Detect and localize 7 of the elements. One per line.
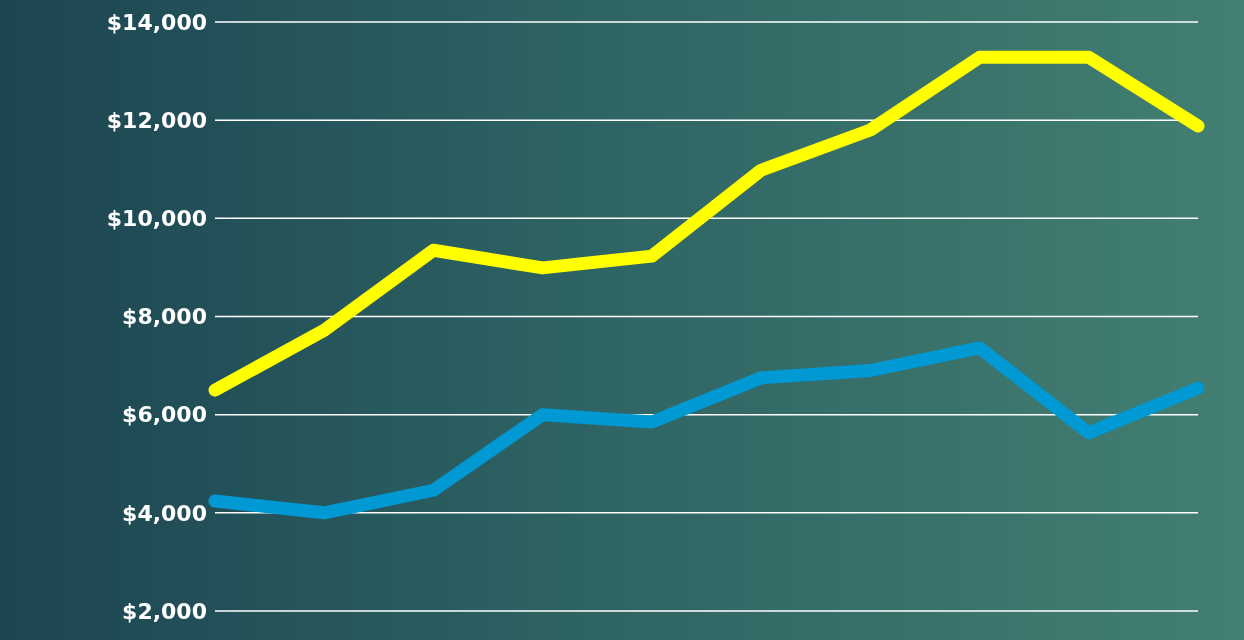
y-tick-label: $2,000 bbox=[122, 598, 207, 624]
y-tick-label: $8,000 bbox=[122, 304, 207, 330]
y-tick-label: $6,000 bbox=[122, 402, 207, 428]
y-tick-label: $12,000 bbox=[106, 107, 207, 133]
y-tick-label: $10,000 bbox=[106, 206, 207, 232]
y-tick-label: $14,000 bbox=[106, 9, 207, 35]
y-tick-label: $4,000 bbox=[122, 500, 207, 526]
